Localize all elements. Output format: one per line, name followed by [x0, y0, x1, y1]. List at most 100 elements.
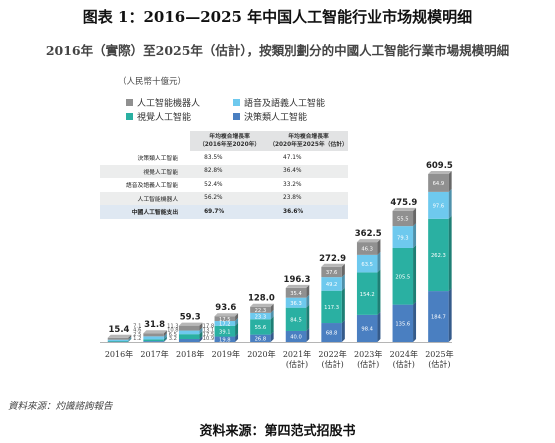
cagr-table: 年均複合增長率 （2016年至2020年） 年均複合增長率 （2020年至202… — [100, 131, 348, 219]
bar-side — [128, 338, 132, 342]
bar-segment — [392, 226, 414, 248]
x-tick-label: (估計) — [321, 359, 343, 369]
legend-label-vision: 視覺人工智能 — [137, 113, 192, 123]
segment-value-label: 68.8 — [326, 331, 338, 337]
bar-side — [413, 223, 417, 248]
bar-side — [163, 338, 167, 342]
cagr-value: 36.6% — [269, 205, 348, 219]
bar-segment — [285, 297, 307, 308]
bar-top — [107, 334, 132, 338]
total-value-label: 475.9 — [390, 198, 417, 208]
bar-side — [235, 322, 239, 337]
chart-title: 2016年（實際）至2025年（估計），按類別劃分的中國人工智能行業市場規模明細 — [45, 43, 510, 58]
segment-value-label: 11.3 — [167, 323, 179, 329]
legend-item-vision: 視覺人工智能 — [126, 110, 191, 123]
legend-swatch-speech — [233, 99, 240, 106]
bar-segment — [250, 334, 271, 342]
bar-segment — [214, 316, 236, 322]
bar-segment — [250, 306, 271, 313]
segment-value-label: 19.8 — [219, 337, 231, 343]
segment-value-label: 135.6 — [395, 322, 410, 328]
total-value-label: 93.6 — [215, 303, 236, 313]
total-value-label: 15.4 — [109, 325, 130, 335]
bar-segment — [392, 304, 414, 342]
bar-segment — [356, 242, 378, 255]
segment-value-label: 46.3 — [361, 247, 373, 253]
cagr-row-label: 決策類人工智能 — [137, 156, 179, 163]
cagr-row-label: 人工智能機器人 — [100, 191, 191, 205]
bar-side — [377, 251, 381, 273]
cagr-row-total: 中國人工智能支出 69.7% 36.6% — [100, 205, 348, 219]
x-tick-label: 2017年 — [140, 349, 168, 359]
segment-value-label: 117.3 — [324, 305, 339, 311]
bar-segment — [107, 340, 129, 342]
segment-value-label: 98.4 — [361, 327, 373, 333]
unit-label: （人民幣十億元） — [118, 77, 187, 87]
bar-segment — [285, 287, 307, 298]
legend-item-speech: 語音及語義人工智能 — [233, 96, 325, 109]
cagr-value: 83.5% — [204, 154, 223, 161]
bar-side — [377, 311, 381, 342]
segment-value-label: 49.2 — [326, 282, 338, 288]
x-tick-label: 2021年 — [283, 349, 311, 359]
segment-value-label: 36.3 — [290, 301, 302, 307]
x-tick-label: 2024年 — [390, 349, 418, 359]
bar-side — [306, 284, 310, 298]
bar-side — [270, 303, 274, 313]
segment-value-label: 55.5 — [397, 217, 409, 223]
x-tick-label: 2018年 — [176, 349, 204, 359]
bar-segment — [428, 174, 449, 192]
bar-segment — [428, 291, 449, 342]
segment-value-label: 13.1 — [203, 328, 215, 334]
cagr-row-speech: 語音及語義人工智能 52.4% 33.2% — [100, 178, 348, 192]
cagr-value: 47.1% — [283, 154, 302, 161]
bar-side — [341, 263, 345, 278]
total-value-label: 362.5 — [355, 229, 382, 239]
source-note: 資料來源：灼識諮詢報告 — [8, 401, 113, 412]
segment-value-label: 64.9 — [433, 181, 445, 187]
bar-side — [270, 331, 274, 342]
bar-side — [377, 239, 381, 255]
bar-segment — [356, 272, 378, 315]
bar-side — [341, 274, 345, 291]
bar-segment — [178, 325, 200, 331]
bar-top — [428, 171, 452, 174]
bar-side — [306, 304, 310, 331]
bar-segment — [143, 336, 164, 340]
cagr-header-2016-2020: 年均複合增長率 （2016年至2020年） — [190, 131, 270, 151]
cagr-value: 33.2% — [283, 181, 302, 188]
segment-value-label: 97.6 — [433, 204, 445, 210]
bar-side — [413, 244, 417, 305]
legend-item-robots: 人工智能機器人 — [126, 96, 200, 109]
bar-segment — [214, 321, 236, 326]
x-tick-label: 2016年 — [105, 349, 133, 359]
bar-top — [321, 263, 345, 267]
x-tick-label: (估計) — [357, 359, 379, 369]
bar-segment — [143, 339, 164, 342]
bar-segment — [107, 337, 129, 340]
segment-value-label: 184.7 — [431, 315, 446, 321]
bar-segment — [178, 330, 200, 335]
bar-top — [392, 207, 417, 211]
bar-top — [178, 322, 203, 326]
total-value-label: 31.8 — [144, 320, 165, 330]
cagr-header-2020-2025: 年均複合增長率 （2020年至2025年（估計） — [269, 131, 348, 151]
bar-top — [143, 330, 167, 334]
total-value-label: 128.0 — [248, 294, 275, 304]
x-tick-label: (估計) — [428, 359, 450, 369]
bar-side — [413, 301, 417, 342]
bar-side — [199, 331, 203, 339]
cagr-value: 82.8% — [190, 164, 270, 178]
bar-side — [128, 336, 132, 341]
x-tick-label: (估計) — [393, 359, 415, 369]
total-value-label: 272.9 — [319, 254, 346, 264]
legend-swatch-vision — [126, 113, 133, 120]
cagr-header-blank — [100, 131, 191, 151]
bar-side — [341, 320, 345, 342]
bar-side — [163, 333, 167, 340]
x-tick-label: (估計) — [286, 359, 308, 369]
bar-side — [199, 327, 203, 335]
segment-value-label: 2.5 — [133, 332, 141, 338]
bar-top — [285, 284, 310, 288]
segment-value-label: 22.3 — [255, 308, 267, 314]
